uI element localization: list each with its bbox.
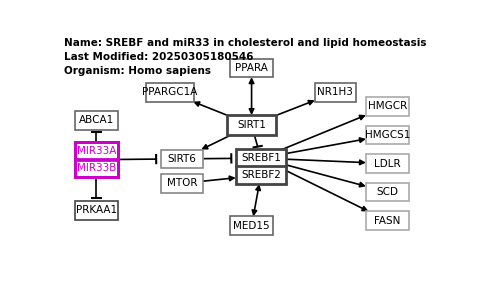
FancyBboxPatch shape [366, 183, 409, 201]
Text: Organism: Homo sapiens: Organism: Homo sapiens [64, 65, 211, 75]
Text: ABCA1: ABCA1 [79, 115, 114, 125]
FancyBboxPatch shape [230, 58, 273, 77]
Text: Last Modified: 20250305180546: Last Modified: 20250305180546 [64, 52, 253, 62]
Text: PPARA: PPARA [235, 63, 268, 73]
Text: PPARGC1A: PPARGC1A [142, 87, 197, 97]
FancyBboxPatch shape [236, 166, 286, 184]
Text: MED15: MED15 [233, 221, 270, 231]
Text: NR1H3: NR1H3 [317, 87, 353, 97]
Text: SIRT1: SIRT1 [237, 120, 266, 130]
Text: MIR33B: MIR33B [77, 163, 116, 173]
Text: FASN: FASN [374, 216, 400, 226]
FancyBboxPatch shape [236, 149, 286, 167]
Text: HMGCS1: HMGCS1 [365, 130, 410, 140]
Text: MIR33A: MIR33A [77, 146, 116, 156]
FancyBboxPatch shape [366, 211, 409, 230]
FancyBboxPatch shape [75, 201, 118, 219]
FancyBboxPatch shape [366, 154, 409, 173]
FancyBboxPatch shape [75, 111, 118, 130]
Text: SREBF1: SREBF1 [241, 153, 281, 163]
FancyBboxPatch shape [161, 174, 204, 193]
FancyBboxPatch shape [228, 115, 276, 135]
FancyBboxPatch shape [366, 126, 409, 145]
FancyBboxPatch shape [315, 83, 356, 102]
FancyBboxPatch shape [75, 142, 118, 160]
FancyBboxPatch shape [230, 216, 273, 235]
Text: LDLR: LDLR [374, 158, 401, 168]
FancyBboxPatch shape [75, 159, 118, 177]
Text: SREBF2: SREBF2 [241, 170, 281, 180]
Text: SCD: SCD [376, 187, 398, 197]
Text: SIRT6: SIRT6 [168, 154, 196, 164]
Text: MTOR: MTOR [167, 178, 197, 188]
Text: Name: SREBF and miR33 in cholesterol and lipid homeostasis: Name: SREBF and miR33 in cholesterol and… [64, 38, 426, 48]
Text: HMGCR: HMGCR [368, 101, 407, 112]
FancyBboxPatch shape [161, 149, 204, 168]
Text: PRKAA1: PRKAA1 [76, 205, 117, 215]
FancyBboxPatch shape [366, 97, 409, 116]
FancyBboxPatch shape [145, 83, 194, 102]
